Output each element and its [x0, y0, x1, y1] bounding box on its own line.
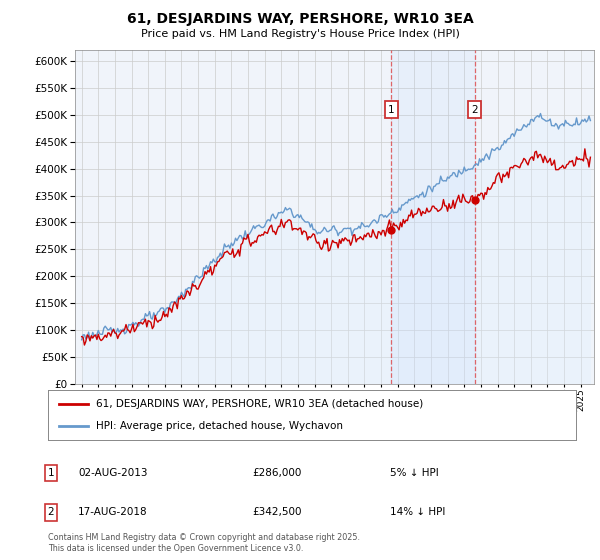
- Text: 17-AUG-2018: 17-AUG-2018: [78, 507, 148, 517]
- Text: Price paid vs. HM Land Registry's House Price Index (HPI): Price paid vs. HM Land Registry's House …: [140, 29, 460, 39]
- Text: 14% ↓ HPI: 14% ↓ HPI: [390, 507, 445, 517]
- Text: HPI: Average price, detached house, Wychavon: HPI: Average price, detached house, Wych…: [95, 421, 343, 431]
- Text: 1: 1: [388, 105, 395, 114]
- Text: 2: 2: [471, 105, 478, 114]
- Text: 61, DESJARDINS WAY, PERSHORE, WR10 3EA (detached house): 61, DESJARDINS WAY, PERSHORE, WR10 3EA (…: [95, 399, 423, 409]
- Text: £286,000: £286,000: [252, 468, 301, 478]
- Text: Contains HM Land Registry data © Crown copyright and database right 2025.
This d: Contains HM Land Registry data © Crown c…: [48, 533, 360, 553]
- Text: 61, DESJARDINS WAY, PERSHORE, WR10 3EA: 61, DESJARDINS WAY, PERSHORE, WR10 3EA: [127, 12, 473, 26]
- Text: 02-AUG-2013: 02-AUG-2013: [78, 468, 148, 478]
- Text: 5% ↓ HPI: 5% ↓ HPI: [390, 468, 439, 478]
- Text: £342,500: £342,500: [252, 507, 302, 517]
- Text: 2: 2: [47, 507, 55, 517]
- Bar: [391, 50, 475, 384]
- Text: 1: 1: [47, 468, 55, 478]
